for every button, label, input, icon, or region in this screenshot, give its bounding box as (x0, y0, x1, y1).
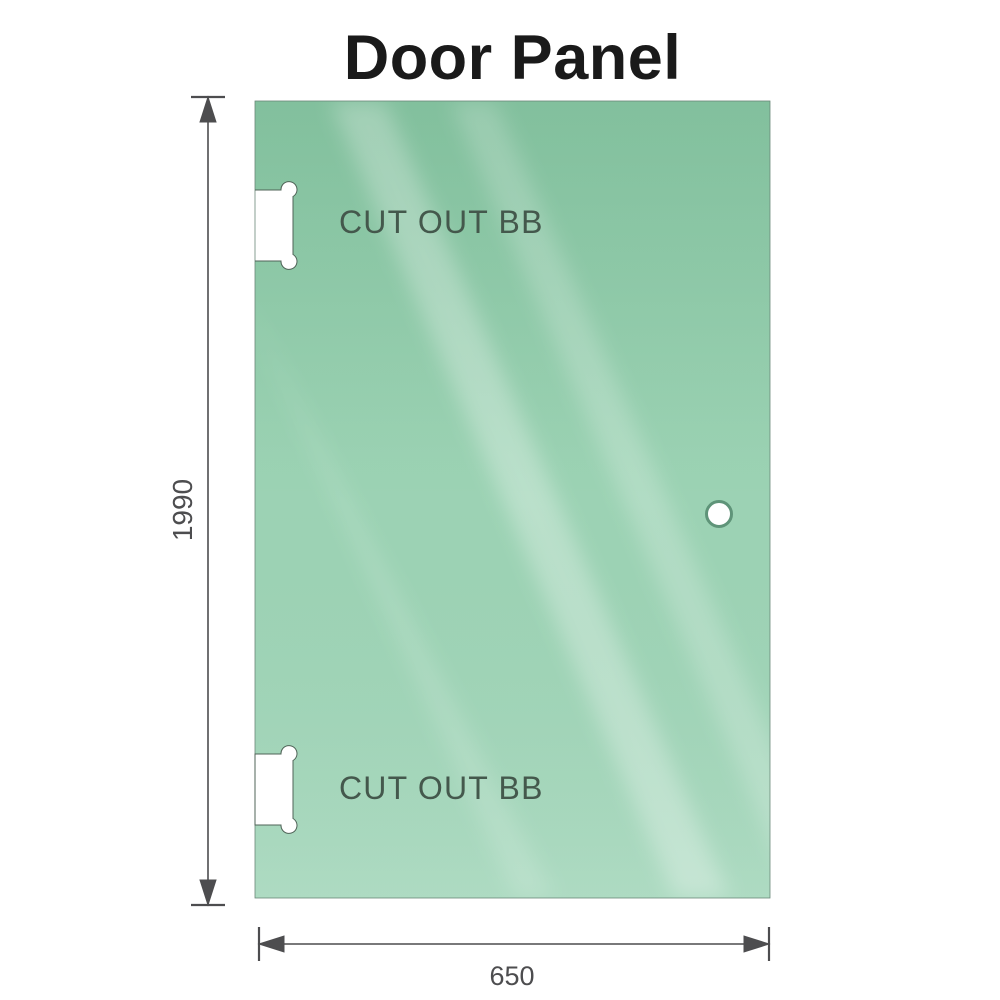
svg-text:CUT OUT BB: CUT OUT BB (339, 204, 544, 240)
svg-text:1990: 1990 (167, 479, 198, 541)
svg-text:650: 650 (489, 961, 534, 991)
svg-text:CUT OUT BB: CUT OUT BB (339, 770, 544, 806)
